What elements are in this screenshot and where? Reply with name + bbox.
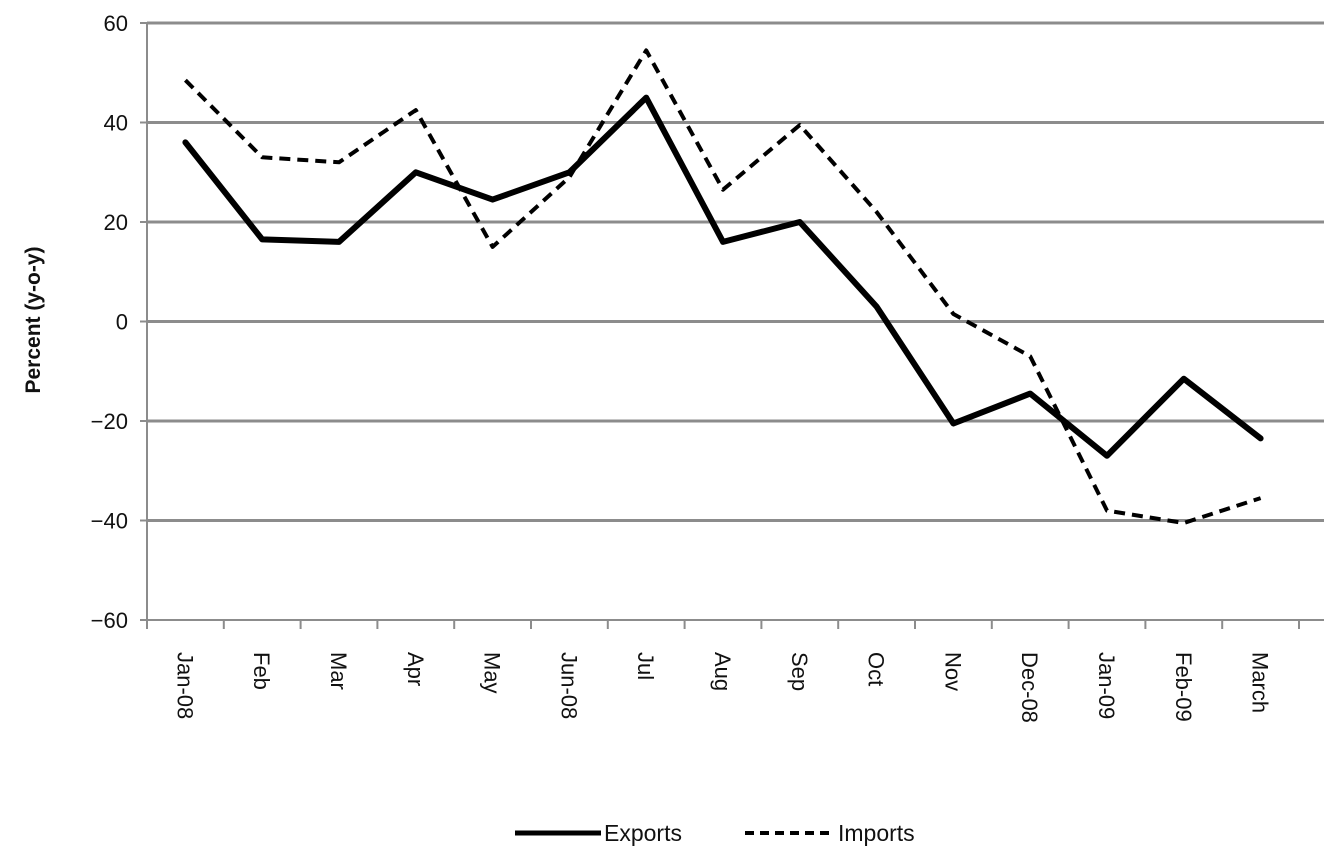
gridlines (147, 21, 1324, 522)
x-tick-label: Mar (326, 652, 351, 690)
y-tick-label: 40 (104, 111, 128, 136)
legend: Exports Imports (515, 820, 915, 846)
y-tick-label: 0 (116, 310, 128, 335)
x-tick-label: March (1248, 652, 1273, 713)
x-tick-label: Jul (633, 652, 658, 680)
x-tick-label: Feb-09 (1171, 652, 1196, 722)
y-tick-label: −40 (91, 509, 128, 534)
series-line-imports (183, 48, 1262, 525)
y-tick-label: −60 (91, 608, 128, 633)
x-tick-label: Sep (787, 652, 812, 691)
x-tick-label: Jan-08 (172, 652, 197, 719)
x-tick-label: Dec-08 (1017, 652, 1042, 723)
y-tick-label: −20 (91, 409, 128, 434)
legend-label-exports: Exports (604, 820, 682, 846)
series-line-exports (182, 94, 1264, 459)
y-tick-label: 20 (104, 210, 128, 235)
series-lines (182, 48, 1264, 525)
x-tick-label: May (480, 652, 505, 694)
x-tick-label: Feb (249, 652, 274, 690)
x-tick-label: Nov (940, 652, 965, 691)
y-tick-label: 60 (104, 11, 128, 36)
x-tick-label: Apr (403, 652, 428, 686)
x-tick-labels: Jan-08 Feb Mar Apr May Jun-08 Jul Aug Sep Oct Nov D… (172, 652, 1272, 723)
x-tick-label: Oct (864, 652, 889, 686)
y-axis-label: Percent (y-o-y) (22, 246, 45, 393)
axes (140, 22, 1324, 629)
y-tick-labels: 60 40 20 0 −20 −40 −60 (91, 11, 128, 633)
x-tick-label: Jan-09 (1094, 652, 1119, 719)
x-tick-label: Aug (710, 652, 735, 691)
x-tick-label: Jun-08 (556, 652, 581, 719)
legend-label-imports: Imports (838, 820, 915, 846)
